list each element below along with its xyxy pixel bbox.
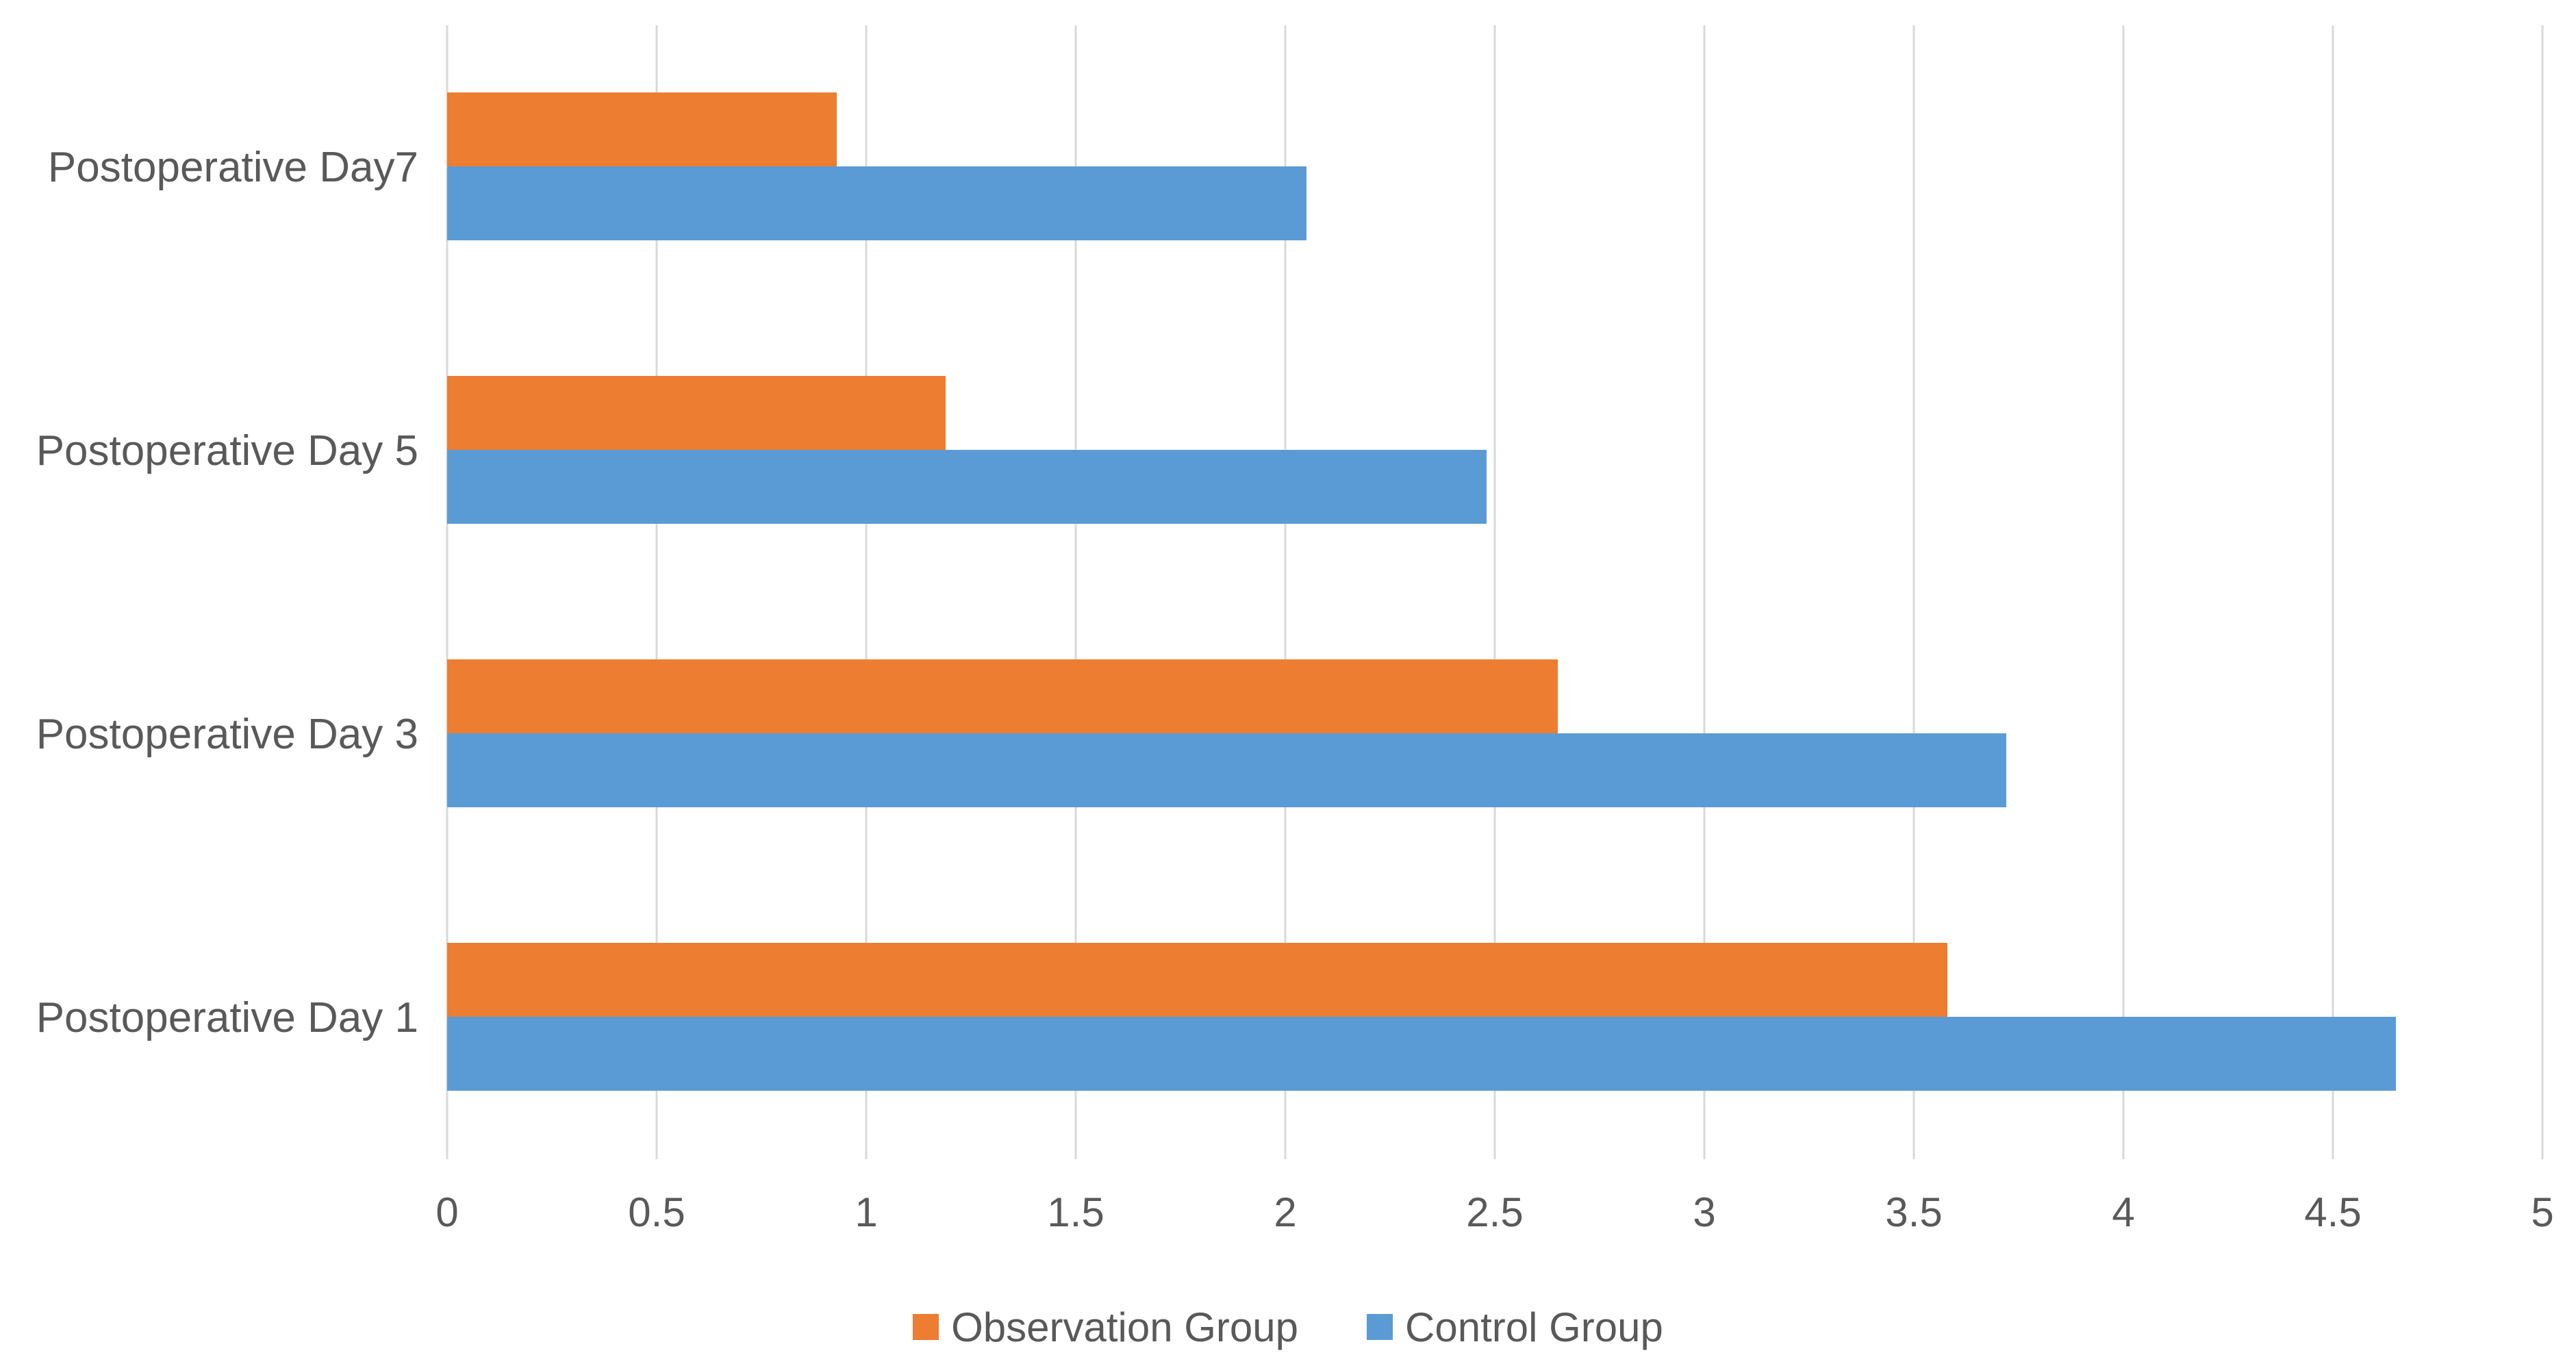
- gridline-x-3.5: [1912, 25, 1915, 1159]
- gridline-x-2: [1284, 25, 1287, 1159]
- gridline-x-4: [2122, 25, 2125, 1159]
- gridline-x-5: [2541, 25, 2544, 1159]
- x-tick-label: 2: [1274, 1189, 1297, 1235]
- x-tick-label: 3.5: [1885, 1189, 1943, 1235]
- gridline-x-1.5: [1074, 25, 1077, 1159]
- legend: Observation Group Control Group: [0, 1300, 2576, 1354]
- legend-label: Control Group: [1405, 1304, 1663, 1350]
- x-tick-label: 4: [2112, 1189, 2135, 1235]
- bar-observation-group-postoperative-day-3: [447, 659, 1558, 733]
- bar-observation-group-postoperative-day-5: [447, 376, 946, 450]
- x-tick-label: 1.5: [1047, 1189, 1104, 1235]
- gridline-x-0.5: [655, 25, 658, 1159]
- bar-control-group-postoperative-day-5: [447, 450, 1487, 524]
- category-label-postoperative-day-1: Postoperative Day 1: [36, 994, 418, 1041]
- category-label-postoperative-day-5: Postoperative Day 5: [36, 427, 418, 475]
- x-tick-label: 5: [2531, 1189, 2554, 1235]
- x-tick-label: 0.5: [628, 1189, 685, 1235]
- bar-control-group-postoperative-day-1: [447, 1017, 2396, 1091]
- gridline-x-3: [1703, 25, 1706, 1159]
- bar-observation-group-postoperative-day-1: [447, 943, 1947, 1017]
- gridline-x-2.5: [1493, 25, 1496, 1159]
- gridline-x-1: [865, 25, 868, 1159]
- legend-item-observation-group: Observation Group: [913, 1304, 1298, 1351]
- bar-control-group-postoperative-day7: [447, 166, 1306, 240]
- category-label-postoperative-day7: Postoperative Day7: [47, 143, 418, 191]
- bar-control-group-postoperative-day-3: [447, 733, 2006, 807]
- gridline-x-0: [446, 25, 449, 1159]
- legend-item-control-group: Control Group: [1367, 1304, 1663, 1351]
- legend-swatch-control-group: [1367, 1314, 1393, 1340]
- x-tick-label: 4.5: [2304, 1189, 2362, 1235]
- legend-label: Observation Group: [951, 1304, 1299, 1350]
- x-tick-label: 1: [855, 1189, 878, 1235]
- gridline-x-4.5: [2332, 25, 2334, 1159]
- x-tick-label: 0: [435, 1189, 459, 1235]
- bar-observation-group-postoperative-day7: [447, 92, 837, 166]
- legend-swatch-observation-group: [913, 1314, 939, 1340]
- x-tick-label: 3: [1693, 1189, 1716, 1235]
- category-label-postoperative-day-3: Postoperative Day 3: [36, 710, 418, 758]
- x-tick-label: 2.5: [1466, 1189, 1524, 1235]
